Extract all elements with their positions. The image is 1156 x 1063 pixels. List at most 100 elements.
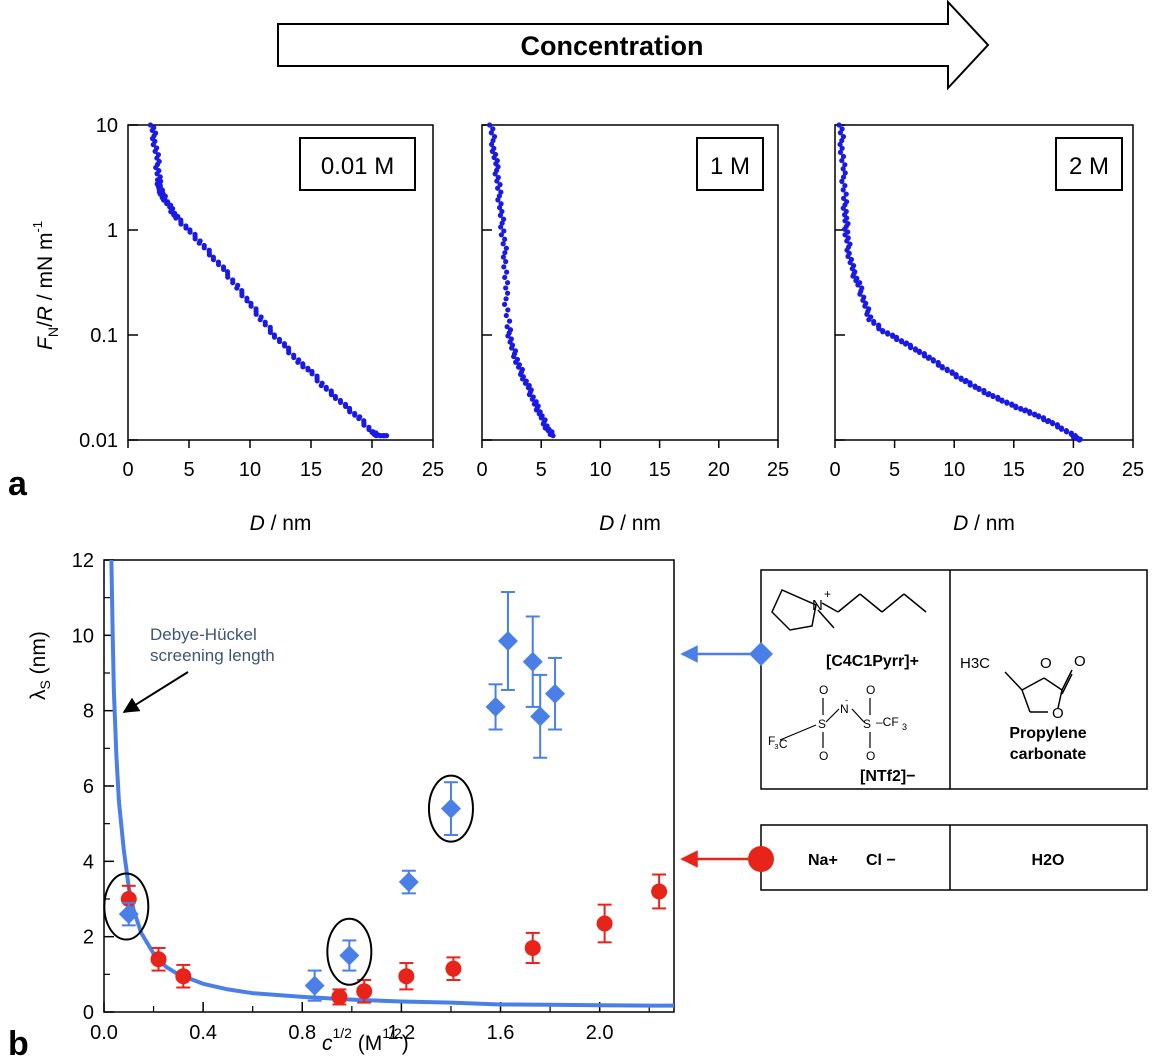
- force-point: [531, 401, 537, 407]
- x-tick-label: 10: [239, 459, 261, 481]
- panel-a-letter: a: [8, 465, 28, 503]
- concentration-box-label: 1 M: [710, 153, 750, 180]
- force-point: [840, 205, 846, 211]
- force-point: [201, 245, 207, 251]
- force-point: [373, 433, 379, 439]
- force-point: [495, 197, 501, 203]
- force-point: [196, 240, 202, 246]
- annotation-arrow: [122, 671, 189, 713]
- force-point: [486, 122, 493, 128]
- x-tick-label: 0: [829, 459, 840, 481]
- force-point: [276, 338, 283, 345]
- force-point: [248, 303, 254, 309]
- force-point: [253, 311, 259, 317]
- x-tick-label: 0: [122, 459, 133, 481]
- force-point: [503, 312, 509, 319]
- force-point: [286, 350, 292, 356]
- force-point: [300, 364, 306, 370]
- x-tick-label: 5: [183, 459, 194, 481]
- panel-a-ylabel: FN/R / mN m-1: [30, 221, 61, 350]
- force-point: [939, 365, 945, 371]
- y-tick-label: 10: [72, 625, 94, 647]
- force-point: [1027, 410, 1033, 416]
- annotation-line2: screening length: [150, 646, 275, 665]
- panel-b-xlabel: c1/2 (M1/2): [322, 1025, 409, 1055]
- x-tick-label: 25: [767, 459, 789, 481]
- force-point: [491, 154, 497, 161]
- x-tick-label: 0.4: [189, 1022, 217, 1044]
- x-tick-label: 10: [589, 459, 611, 481]
- svg-text:+: +: [824, 587, 831, 601]
- aqueous-point: [398, 968, 415, 985]
- force-point: [337, 399, 344, 406]
- x-tick-label: 0.0: [90, 1022, 118, 1044]
- y-tick-label: 2: [83, 927, 94, 949]
- force-point: [1004, 400, 1010, 406]
- force-point: [347, 409, 353, 415]
- force-point: [1049, 421, 1056, 427]
- y-tick-label: 12: [72, 550, 94, 572]
- force-point: [498, 224, 504, 230]
- aqueous-point: [331, 988, 348, 1005]
- force-point: [489, 148, 495, 154]
- force-point: [1045, 418, 1051, 425]
- concentration-arrow: Concentration: [277, 0, 990, 91]
- cation-label: [C4C1Pyrr]+: [826, 653, 919, 670]
- ionic-liquid-point: [497, 630, 518, 651]
- force-point: [894, 336, 900, 343]
- svg-text:S: S: [818, 717, 826, 731]
- force-point: [840, 187, 846, 193]
- force-point: [999, 398, 1005, 404]
- force-point: [519, 376, 526, 382]
- force-point: [839, 157, 845, 164]
- y-tick-label: 8: [83, 701, 94, 723]
- force-point: [866, 317, 872, 323]
- x-tick-label: 10: [943, 459, 965, 481]
- force-point: [839, 178, 845, 184]
- force-point: [305, 367, 311, 373]
- force-point: [1054, 424, 1061, 430]
- y-tick-label: 0.01: [79, 430, 118, 452]
- force-point: [501, 264, 507, 270]
- force-point: [837, 149, 844, 155]
- force-point: [225, 274, 231, 280]
- force-point: [1013, 405, 1019, 411]
- force-point: [902, 341, 909, 347]
- ntf2-structure: O O S S N - F –CF 3 O O: [768, 683, 907, 763]
- highlight-ellipse: [427, 774, 474, 843]
- force-point: [192, 236, 198, 242]
- svg-text:O: O: [819, 749, 828, 763]
- x-tick-label: 0: [476, 459, 487, 481]
- svg-text:F: F: [768, 734, 775, 748]
- force-point: [550, 433, 556, 439]
- force-point: [880, 329, 886, 335]
- svg-text:-: -: [845, 695, 848, 705]
- x-tick-label: 5: [536, 459, 547, 481]
- ionic-liquid-point: [304, 975, 325, 996]
- force-point: [318, 382, 324, 389]
- force-point: [323, 386, 329, 392]
- anion-label: [NTf2]−: [860, 768, 916, 785]
- force-data-points: [147, 122, 390, 439]
- force-point: [206, 252, 213, 258]
- aqueous-point: [596, 915, 613, 932]
- x-tick-label: 0.8: [288, 1022, 316, 1044]
- pyrrolidinium-structure: [771, 589, 927, 631]
- force-plot-2: 0 5 10 15 20 25 D / nm 1 M: [476, 122, 789, 535]
- force-data-points: [486, 122, 556, 439]
- concentration-box-label: 0.01 M: [321, 153, 394, 180]
- force-point: [342, 403, 349, 409]
- svg-text:–CF: –CF: [876, 715, 899, 729]
- x-tick-label: 15: [300, 459, 322, 481]
- force-point: [328, 392, 335, 398]
- ionic-liquid-series: [118, 591, 566, 1002]
- force-point: [925, 355, 932, 361]
- force-point: [862, 303, 868, 309]
- force-point: [843, 191, 849, 197]
- force-point: [515, 364, 522, 370]
- x-tick-label: 2.0: [586, 1022, 614, 1044]
- force-point: [864, 311, 870, 317]
- force-point: [958, 376, 964, 382]
- force-point: [332, 395, 339, 402]
